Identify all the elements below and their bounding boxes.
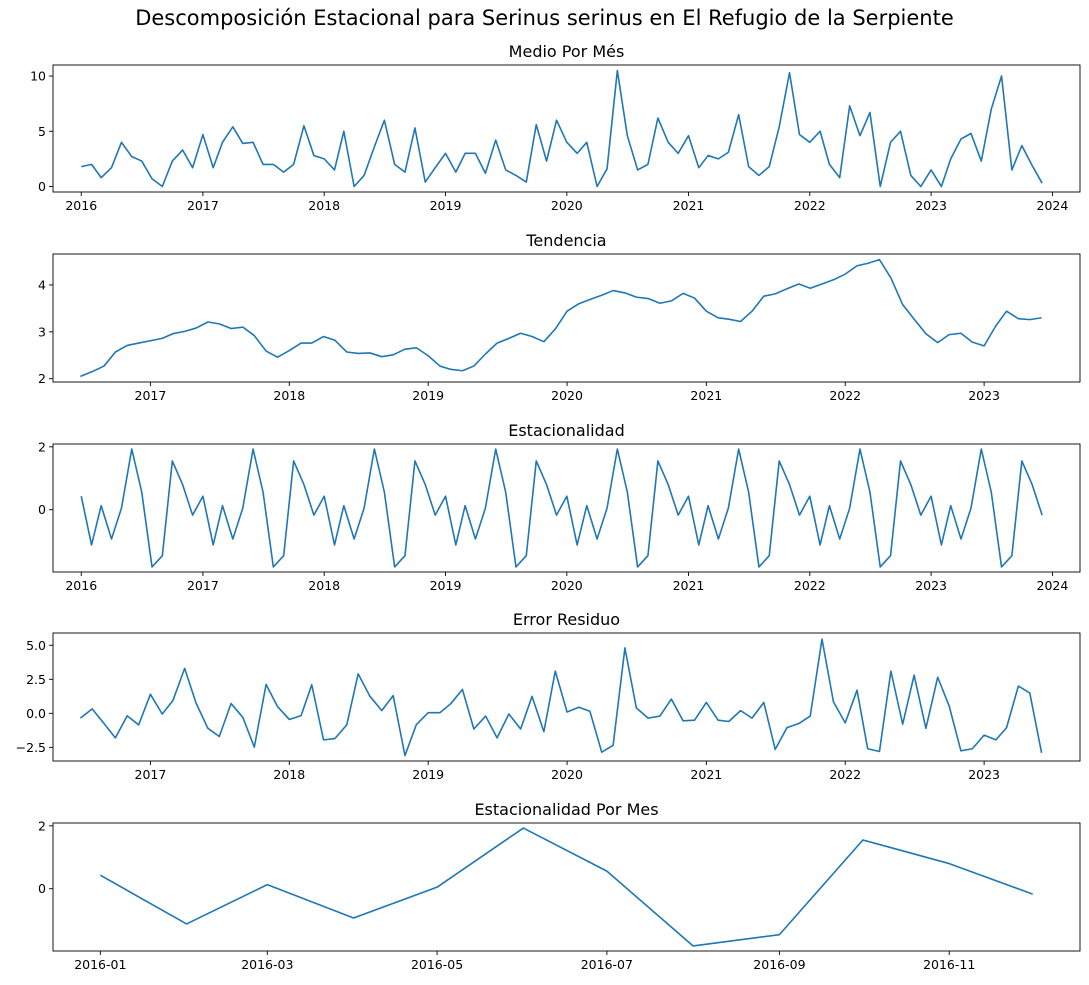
plot-frame	[52, 632, 1081, 762]
x-tick-label: 2018	[308, 578, 340, 593]
x-tick-label: 2020	[551, 578, 583, 593]
y-tick-label: 0.0	[26, 706, 46, 721]
x-tick-label: 2016	[65, 198, 97, 213]
subplot-title: Error Residuo	[513, 610, 620, 629]
x-tick-label: 2024	[1037, 578, 1069, 593]
y-tick-label: 4	[38, 277, 46, 292]
subplot-title: Estacionalidad Por Mes	[474, 800, 658, 819]
x-tick-label: 2022	[794, 578, 826, 593]
x-tick-label: 2020	[551, 388, 583, 403]
x-tick-label: 2016-01	[74, 957, 126, 972]
y-tick-label: 0	[38, 179, 46, 194]
x-tick-label: 2017	[187, 578, 219, 593]
x-tick-label: 2023	[915, 198, 947, 213]
x-tick-label: 2016-11	[923, 957, 975, 972]
x-tick-label: 2017	[135, 388, 167, 403]
plot-frame	[52, 253, 1081, 383]
y-tick-label: 0	[38, 502, 46, 517]
subplot-title: Medio Por Més	[509, 42, 625, 61]
series-line	[80, 258, 1042, 378]
x-tick-label: 2019	[412, 767, 444, 782]
y-tick-label: 2.5	[26, 672, 46, 687]
series-line	[79, 638, 1043, 757]
y-tick-label: 5	[38, 124, 46, 139]
x-tick-label: 2022	[829, 388, 861, 403]
x-tick-label: 2023	[968, 767, 1000, 782]
x-tick-label: 2022	[794, 198, 826, 213]
y-tick-label: 0	[38, 881, 46, 896]
x-tick-label: 2021	[690, 767, 722, 782]
x-tick-label: 2017	[135, 767, 167, 782]
x-tick-label: 2018	[273, 767, 305, 782]
x-tick-label: 2016	[65, 578, 97, 593]
x-tick-label: 2023	[915, 578, 947, 593]
x-tick-label: 2016-09	[753, 957, 805, 972]
x-tick-label: 2024	[1037, 198, 1069, 213]
x-tick-label: 2021	[673, 198, 705, 213]
x-tick-label: 2022	[829, 767, 861, 782]
x-tick-label: 2019	[430, 578, 462, 593]
x-tick-label: 2021	[673, 578, 705, 593]
x-tick-label: 2017	[187, 198, 219, 213]
x-tick-label: 2018	[308, 198, 340, 213]
plot-frame	[52, 822, 1081, 952]
x-tick-label: 2019	[430, 198, 462, 213]
y-tick-label: 10	[30, 69, 46, 84]
plot-frame	[52, 64, 1081, 193]
x-tick-label: 2023	[968, 388, 1000, 403]
subplot-2: Tendencia 2017 2018 2019 2020 2021 2022 2023 2 3 4	[38, 231, 1081, 403]
figure-title: Descomposición Estacional para Serinus s…	[135, 6, 954, 30]
x-tick-label: 2018	[273, 388, 305, 403]
subplot-5: Estacionalidad Por Mes 2016-01 2016-03 2016…	[38, 800, 1081, 972]
x-tick-label: 2016-07	[581, 957, 633, 972]
x-tick-label: 2019	[412, 388, 444, 403]
subplot-title: Estacionalidad	[508, 421, 625, 440]
x-tick-label: 2016-05	[411, 957, 463, 972]
y-tick-label: −2.5	[16, 740, 46, 755]
y-tick-label: 3	[38, 324, 46, 339]
x-tick-label: 2016-03	[241, 957, 293, 972]
x-tick-label: 2020	[551, 767, 583, 782]
plot-frame	[52, 443, 1081, 573]
y-tick-label: 5.0	[26, 638, 46, 653]
series-line	[80, 448, 1043, 568]
y-tick-label: 2	[38, 371, 46, 386]
subplot-4: Error Residuo 2017 2018 2019 2020 2021 2022 202…	[16, 610, 1081, 782]
subplot-1: Medio Por Més 2016 2017 2018 2019 2020 2021 202…	[30, 42, 1081, 213]
x-tick-label: 2020	[551, 198, 583, 213]
subplot-title: Tendencia	[525, 231, 606, 250]
x-tick-label: 2021	[690, 388, 722, 403]
y-tick-label: 2	[38, 439, 46, 454]
series-line	[99, 827, 1033, 947]
series-line	[81, 69, 1043, 188]
y-tick-label: 2	[38, 818, 46, 833]
